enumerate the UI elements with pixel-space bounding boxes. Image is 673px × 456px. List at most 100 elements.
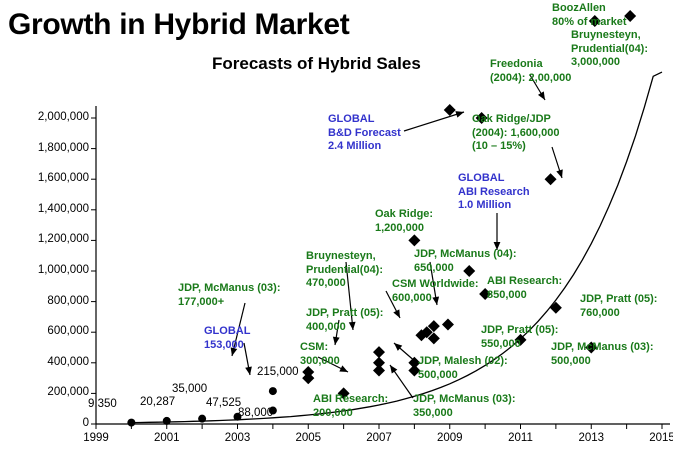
chart-annotation-a15: JDP, McManus (03): 350,000 [413, 393, 516, 419]
leader-arrowhead [230, 347, 238, 356]
y-axis-tick-label: 600,000 [47, 325, 89, 338]
chart-annotation-a23: Oak Ridge/JDP (2004): 1,600,000 (10 – 15… [472, 113, 560, 152]
leader-line [403, 111, 465, 132]
x-axis-tick-label: 1999 [83, 432, 109, 444]
data-point-diamond [544, 173, 557, 186]
chart-annotation-a19: JDP, Pratt (05): 760,000 [580, 293, 658, 319]
annotation-leader [529, 74, 546, 101]
leader-arrowhead [245, 366, 252, 375]
data-point-diamond [549, 301, 562, 314]
data-point-diamond [427, 320, 440, 333]
data-point-circle [268, 387, 277, 396]
data-point-circle [268, 406, 277, 415]
x-axis-tick-label: 2007 [366, 432, 392, 444]
chart-annotation-a14: JDP, McManus (04): 650,000 [414, 248, 517, 274]
y-axis-tick-label: 800,000 [47, 294, 89, 307]
chart-annotation-a5: 88,000 [238, 407, 274, 419]
chart-annotation-a12: Bruynesteyn, Prudential(04): 470,000 [306, 250, 384, 289]
annotation-leader [317, 356, 349, 373]
chart-annotation-a16: JDP, Malesh (02): 500,000 [418, 355, 508, 381]
x-axis-tick-label: 2015 [649, 432, 673, 444]
x-axis-tick-label: 2013 [578, 432, 605, 444]
data-point-circle [233, 412, 242, 421]
data-point-diamond [337, 387, 350, 400]
leader-arrowhead [390, 365, 398, 374]
chart-annotation-a6: 215,000 [257, 366, 299, 378]
chart-annotation-a4: 47,525 [206, 397, 242, 409]
annotation-leader [403, 111, 465, 132]
chart-annotation-a25: Freedonia (2004): 2,00,000 [490, 58, 572, 84]
leader-arrowhead [556, 169, 563, 178]
annotation-leader [230, 302, 246, 357]
x-axis-tick-label: 2001 [153, 432, 180, 444]
chart-annotation-a24: GLOBAL B&D Forecast 2.4 Million [328, 113, 401, 152]
leader-arrowhead [348, 321, 356, 330]
chart-annotation-a22: GLOBAL ABI Research 1.0 Million [458, 172, 530, 211]
chart-annotation-a26: Bruynesteyn, Prudential(04): 3,000,000 [571, 29, 649, 68]
leader-arrowhead [394, 343, 403, 351]
chart-annotation-a20: JDP, McManus (03): 500,000 [551, 341, 654, 367]
chart-annotation-a2: 20,287 [140, 396, 176, 408]
leader-arrowhead [455, 111, 464, 118]
annotation-leader [345, 261, 356, 331]
y-axis-tick-label: 200,000 [47, 386, 89, 399]
data-point-diamond [443, 104, 456, 116]
data-point-circle [198, 414, 207, 423]
leader-arrowhead [493, 242, 501, 250]
x-axis-tick-label: 2005 [295, 432, 322, 444]
y-axis-tick-label: 1,200,000 [37, 233, 89, 246]
y-axis-tick-label: 1,600,000 [37, 172, 89, 185]
data-point-diamond [588, 15, 601, 27]
leader-arrowhead [432, 296, 440, 305]
y-axis-tick-label: 1,000,000 [37, 264, 89, 276]
y-axis-tick-label: 0 [82, 417, 89, 429]
chart-annotation-a3: 35,000 [172, 383, 208, 395]
x-axis-tick-label: 2011 [508, 432, 533, 444]
chart-annotation-a9: CSM: 300,000 [300, 341, 340, 367]
chart-annotation-a27: BoozAllen 80% of market [552, 2, 627, 28]
trend-curve [131, 71, 663, 424]
data-point-diamond [373, 346, 385, 359]
data-point-diamond [415, 329, 428, 342]
chart-annotation-a21: Oak Ridge: 1,200,000 [375, 208, 434, 234]
page-title: Growth in Hybrid Market [8, 8, 350, 41]
leader-arrowhead [537, 91, 545, 100]
chart-subtitle: Forecasts of Hybrid Sales [212, 54, 421, 73]
annotation-leader [332, 319, 340, 346]
y-axis-tick-label: 400,000 [47, 355, 89, 368]
chart-annotation-a10: ABI Research: 200,000 [313, 393, 389, 419]
chart-annotation-a1: 9,350 [88, 398, 117, 410]
data-point-diamond [408, 356, 421, 369]
annotation-leader [389, 364, 414, 399]
data-point-diamond [408, 364, 421, 377]
leader-arrowhead [393, 309, 400, 318]
data-point-diamond [302, 365, 315, 378]
leader-line [231, 302, 246, 357]
x-axis-tick-label: 2003 [224, 432, 251, 444]
data-point-diamond [408, 234, 421, 247]
data-point-diamond [479, 287, 492, 300]
y-axis-tick-label: 1,400,000 [37, 202, 89, 215]
chart-annotation-a7: JDP, McManus (03): 177,000+ [178, 282, 281, 308]
annotation-leader [393, 342, 418, 364]
data-point-diamond [475, 112, 488, 124]
data-point-diamond [302, 372, 315, 385]
data-point-circle [162, 416, 171, 425]
y-axis-tick-label: 1,800,000 [37, 141, 89, 154]
chart-annotation-a13: CSM Worldwide: 600,000 [392, 278, 479, 304]
y-axis-tick-label: 2,000,000 [37, 111, 89, 123]
data-point-diamond [514, 333, 527, 346]
data-point-circle [127, 418, 136, 427]
chart-annotation-a8: GLOBAL 153,000 [204, 325, 251, 351]
data-point-diamond [585, 341, 598, 354]
chart-annotation-a17: ABI Research: 850,000 [487, 275, 563, 301]
annotation-leader [385, 290, 401, 319]
data-point-diamond [373, 364, 385, 377]
annotation-leader [493, 213, 501, 250]
data-point-diamond [427, 332, 440, 345]
annotation-leader [429, 261, 440, 306]
data-point-diamond [441, 318, 454, 331]
data-point-diamond [373, 356, 385, 369]
leader-line [345, 261, 354, 331]
